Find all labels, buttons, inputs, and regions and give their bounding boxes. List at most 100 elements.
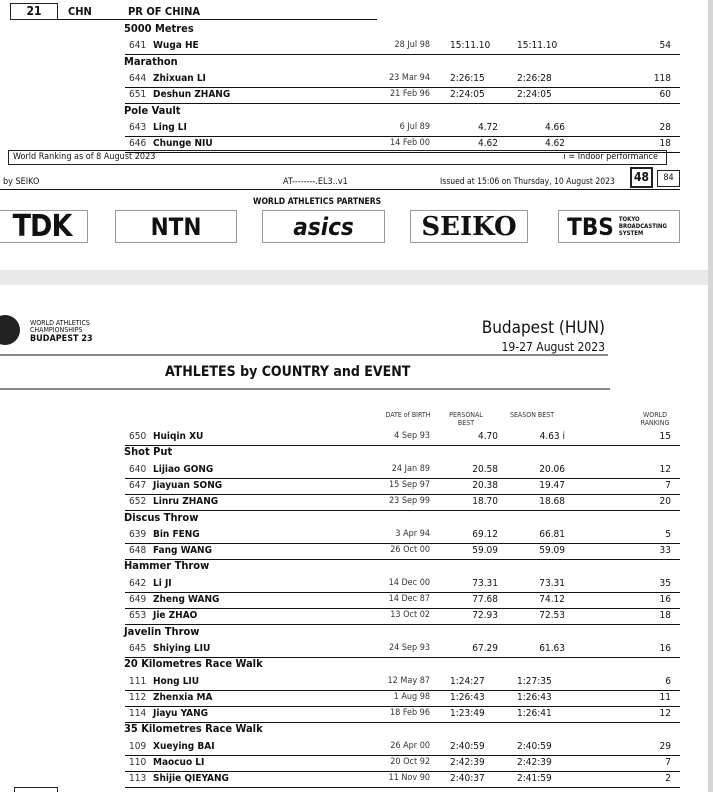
- season-best: 15:11.10: [517, 40, 558, 52]
- personal-best: 4.70: [477, 431, 498, 442]
- bib-number: 647: [129, 479, 147, 491]
- season-best: 1:26:43: [517, 691, 552, 703]
- personal-best: 69.12: [472, 528, 498, 540]
- date-of-birth: 28 Jul 98: [394, 40, 430, 51]
- world-ranking: 11: [659, 691, 671, 703]
- issued-timestamp: Issued at 15:06 on Thursday, 10 August 2…: [440, 177, 615, 187]
- personal-best: 2:26:15: [450, 72, 485, 84]
- athlete-row: 652 Linru ZHANG 23 Sep 99 18.70 18.68 20: [125, 494, 680, 512]
- scrollbar[interactable]: [708, 0, 713, 792]
- bib-number: 639: [129, 528, 147, 540]
- world-ranking: 16: [659, 594, 671, 605]
- personal-best: 67.29: [472, 642, 498, 654]
- event-heading: Shot Put: [124, 445, 173, 459]
- world-ranking: 5: [665, 528, 671, 540]
- bib-number: 651: [129, 89, 147, 101]
- bib-number: 110: [129, 757, 147, 768]
- athlete-row: 113 Shijie QIEYANG 11 Nov 90 2:40:37 2:41:59…: [125, 771, 680, 789]
- personal-best: 72.93: [472, 610, 498, 622]
- season-best: 2:24:05: [517, 89, 552, 101]
- world-ranking: 35: [659, 577, 671, 589]
- season-best: 20.06: [539, 463, 565, 475]
- personal-best: 59.09: [472, 545, 498, 557]
- venue: Budapest (HUN): [481, 318, 605, 338]
- personal-best: 15:11.10: [450, 40, 491, 52]
- page-total: 84: [657, 170, 680, 187]
- logo-line: WORLD ATHLETICS: [30, 319, 90, 327]
- season-best: 4.62: [544, 138, 565, 150]
- bib-number: 645: [129, 642, 147, 654]
- season-best: 18.68: [539, 496, 565, 508]
- athlete-name: Bin FENG: [153, 528, 200, 540]
- season-best: 2:40:59: [517, 740, 552, 752]
- bib-number: 111: [129, 675, 147, 687]
- athlete-name: Ling LI: [153, 121, 187, 133]
- document-page-49: WORLD ATHLETICS CHAMPIONSHIPS BUDAPEST 2…: [0, 285, 708, 792]
- personal-best: 20.58: [472, 463, 498, 475]
- date-of-birth: 14 Feb 00: [389, 138, 430, 149]
- athlete-row: 645 Shiying LIU 24 Sep 93 67.29 61.63 16: [125, 641, 680, 658]
- athlete-row: 649 Zheng WANG 14 Dec 87 77.68 74.12 16: [125, 592, 680, 609]
- report-title: ATHLETES by COUNTRY and EVENT: [165, 364, 411, 380]
- date-of-birth: 24 Sep 93: [388, 642, 430, 653]
- athlete-row: 650 Huiqin XU 4 Sep 93 4.70 4.63 i 15: [125, 429, 680, 446]
- footer-divider: [0, 189, 680, 190]
- season-best: 1:27:35: [517, 675, 552, 687]
- world-ranking: 15: [659, 431, 671, 442]
- date-of-birth: 26 Apr 00: [390, 740, 430, 751]
- event-dates: 19-27 August 2023: [501, 340, 605, 354]
- bib-number: 642: [129, 577, 147, 589]
- bib-number: 644: [129, 72, 147, 84]
- season-best: 72.53: [539, 610, 565, 622]
- header-divider: [0, 354, 608, 356]
- document-page-48: 21 CHN PR OF CHINA 5000 Metres 641 Wuga HE…: [0, 0, 708, 270]
- header-rank: WORLD RANKING: [640, 411, 670, 427]
- date-of-birth: 6 Jul 89: [399, 121, 430, 132]
- personal-best: 20.38: [472, 479, 498, 491]
- partner-logo-ntn: NTN: [115, 210, 237, 243]
- bib-number: 646: [129, 138, 147, 150]
- athlete-row: 114 Jiayu YANG 18 Feb 96 1:23:49 1:26:41 12: [125, 706, 680, 724]
- document-code: AT--------.EL3..v1: [283, 177, 348, 187]
- country-underline: [58, 19, 377, 20]
- partners-title: WORLD ATHLETICS PARTNERS: [253, 197, 382, 207]
- athlete-name: Lijiao GONG: [153, 463, 214, 475]
- bib-number: 113: [129, 773, 147, 785]
- logo-line: CHAMPIONSHIPS: [30, 326, 83, 334]
- bib-number: 114: [129, 708, 147, 720]
- bib-number: 109: [129, 740, 147, 752]
- personal-best: 18.70: [472, 496, 498, 508]
- season-best: 2:42:39: [517, 757, 552, 768]
- event-heading: 35 Kilometres Race Walk: [124, 722, 263, 736]
- athlete-name: Chunge NIU: [153, 138, 213, 150]
- athlete-name: Jiayuan SONG: [153, 479, 223, 491]
- world-ranking: 28: [659, 121, 671, 133]
- title-divider: [0, 388, 610, 390]
- date-of-birth: 14 Dec 00: [388, 577, 430, 588]
- partner-logo-tdk: TDK: [0, 209, 88, 244]
- season-best: 4.63 i: [539, 431, 565, 442]
- world-ranking: 2: [665, 773, 671, 785]
- date-of-birth: 12 May 87: [387, 675, 430, 686]
- country-code: CHN: [68, 5, 92, 18]
- athlete-name: Shiying LIU: [153, 642, 211, 654]
- world-ranking: 16: [659, 642, 671, 654]
- partner-logo-asics: asics: [262, 210, 385, 243]
- athlete-name: Li JI: [153, 577, 172, 589]
- event-heading: Javelin Throw: [124, 624, 200, 638]
- season-best: 61.63: [539, 642, 565, 654]
- athlete-row: 643 Ling LI 6 Jul 89 4.72 4.66 28: [125, 120, 680, 137]
- date-of-birth: 13 Oct 02: [390, 610, 430, 621]
- season-best: 59.09: [539, 545, 565, 557]
- logo-text: SEIKO: [421, 211, 517, 242]
- country-number: 21: [26, 4, 42, 18]
- date-of-birth: 26 Oct 00: [390, 545, 430, 556]
- personal-best: 1:23:49: [450, 708, 485, 720]
- athlete-name: Jie ZHAO: [153, 610, 198, 622]
- logo-text: NTN: [150, 212, 202, 241]
- partner-logo-seiko: SEIKO: [410, 210, 528, 243]
- world-ranking: 6: [665, 675, 671, 687]
- personal-best: 2:40:59: [450, 740, 485, 752]
- bib-number: 640: [129, 463, 147, 475]
- world-ranking: 7: [665, 479, 671, 491]
